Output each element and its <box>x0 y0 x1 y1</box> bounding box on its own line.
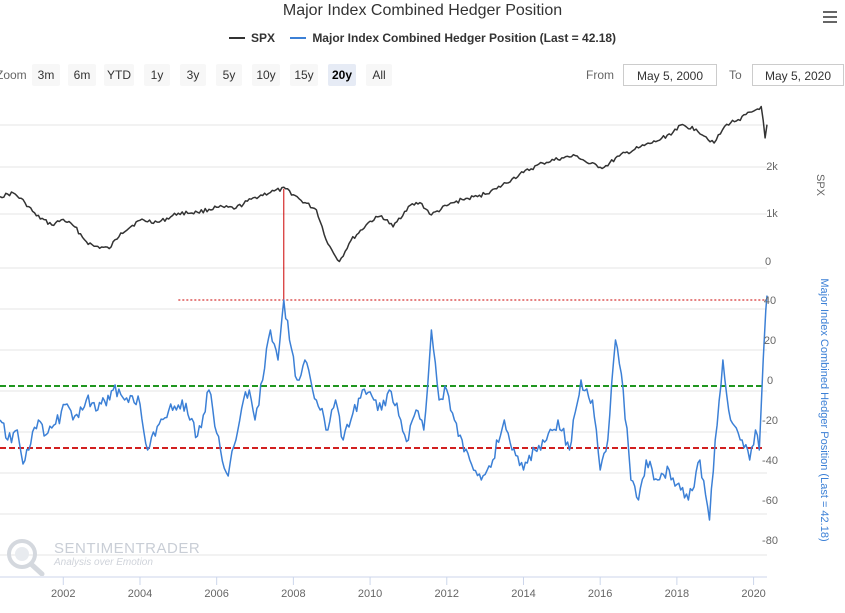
range-button-10y[interactable]: 10y <box>252 64 280 86</box>
legend-label-hedger: Major Index Combined Hedger Position (La… <box>312 31 617 45</box>
x-tick-label-2016: 2016 <box>588 588 612 600</box>
hedger-axis-title: Major Index Combined Hedger Position (La… <box>818 278 830 541</box>
legend-swatch-spx <box>228 36 245 39</box>
range-button-all[interactable]: All <box>366 64 392 86</box>
zoom-label: Zoom <box>0 68 27 82</box>
legend-swatch-hedger <box>290 36 307 39</box>
hamburger-icon <box>823 11 837 13</box>
grid-lines <box>0 124 767 556</box>
x-tick-label-2018: 2018 <box>665 588 689 600</box>
x-tick-label-2008: 2008 <box>281 588 305 600</box>
range-button-3y[interactable]: 3y <box>180 64 206 86</box>
range-button-6m[interactable]: 6m <box>68 64 96 86</box>
hedger-tick-label-40: 40 <box>764 295 776 307</box>
legend-item-spx[interactable]: SPX <box>228 31 275 45</box>
axes-group: 2002 2004 2006 2008 2010 2012 2014 2016 2018 2020… <box>0 161 830 600</box>
spx-series-line <box>0 105 768 263</box>
hedger-tick-label--20: -20 <box>762 415 778 427</box>
series-group <box>0 105 768 521</box>
x-tick-label-2012: 2012 <box>435 588 459 600</box>
hamburger-icon-bar <box>823 21 837 23</box>
from-date-input[interactable]: May 5, 2000 <box>623 64 717 86</box>
hedger-tick-label--80: -80 <box>762 535 778 547</box>
hedger-series-line <box>0 295 768 521</box>
spx-tick-label-0: 0 <box>765 256 771 268</box>
magnifier-logo-icon <box>7 539 45 576</box>
hedger-tick-label--60: -60 <box>762 495 778 507</box>
x-tick-label-2002: 2002 <box>51 588 75 600</box>
legend-label-spx: SPX <box>250 31 275 45</box>
hedger-tick-label-20: 20 <box>764 335 776 347</box>
range-button-3m[interactable]: 3m <box>32 64 60 86</box>
legend-item-hedger[interactable]: Major Index Combined Hedger Position (La… <box>290 31 616 45</box>
chart-menu-button[interactable] <box>820 8 840 26</box>
to-label: To <box>729 68 742 82</box>
range-button-1y[interactable]: 1y <box>144 64 170 86</box>
x-tick-label-2006: 2006 <box>204 588 228 600</box>
range-button-15y[interactable]: 15y <box>290 64 318 86</box>
hamburger-icon-bar <box>823 16 837 18</box>
to-date-input[interactable]: May 5, 2020 <box>752 64 844 86</box>
reference-lines <box>0 188 765 449</box>
spx-axis-title: SPX <box>814 174 826 197</box>
legend: SPX Major Index Combined Hedger Position… <box>0 31 845 45</box>
x-tick-label-2020: 2020 <box>741 588 765 600</box>
from-label: From <box>586 68 614 82</box>
watermark: SENTIMENTRADER Analysis over Emotion <box>2 536 202 576</box>
hedger-tick-label-0: 0 <box>767 375 773 387</box>
range-button-5y[interactable]: 5y <box>216 64 242 86</box>
x-tick-label-2014: 2014 <box>511 588 535 600</box>
range-button-ytd[interactable]: YTD <box>104 64 134 86</box>
spx-tick-label-2k: 2k <box>766 161 778 173</box>
range-button-20y[interactable]: 20y <box>328 64 356 86</box>
x-tick-label-2004: 2004 <box>128 588 152 600</box>
spx-tick-label-1k: 1k <box>766 208 778 220</box>
watermark-subtitle: Analysis over Emotion <box>54 557 153 568</box>
watermark-title: SENTIMENTRADER <box>54 540 201 557</box>
x-tick-label-2010: 2010 <box>358 588 382 600</box>
hedger-tick-label--40: -40 <box>762 455 778 467</box>
chart-title: Major Index Combined Hedger Position <box>282 2 563 19</box>
